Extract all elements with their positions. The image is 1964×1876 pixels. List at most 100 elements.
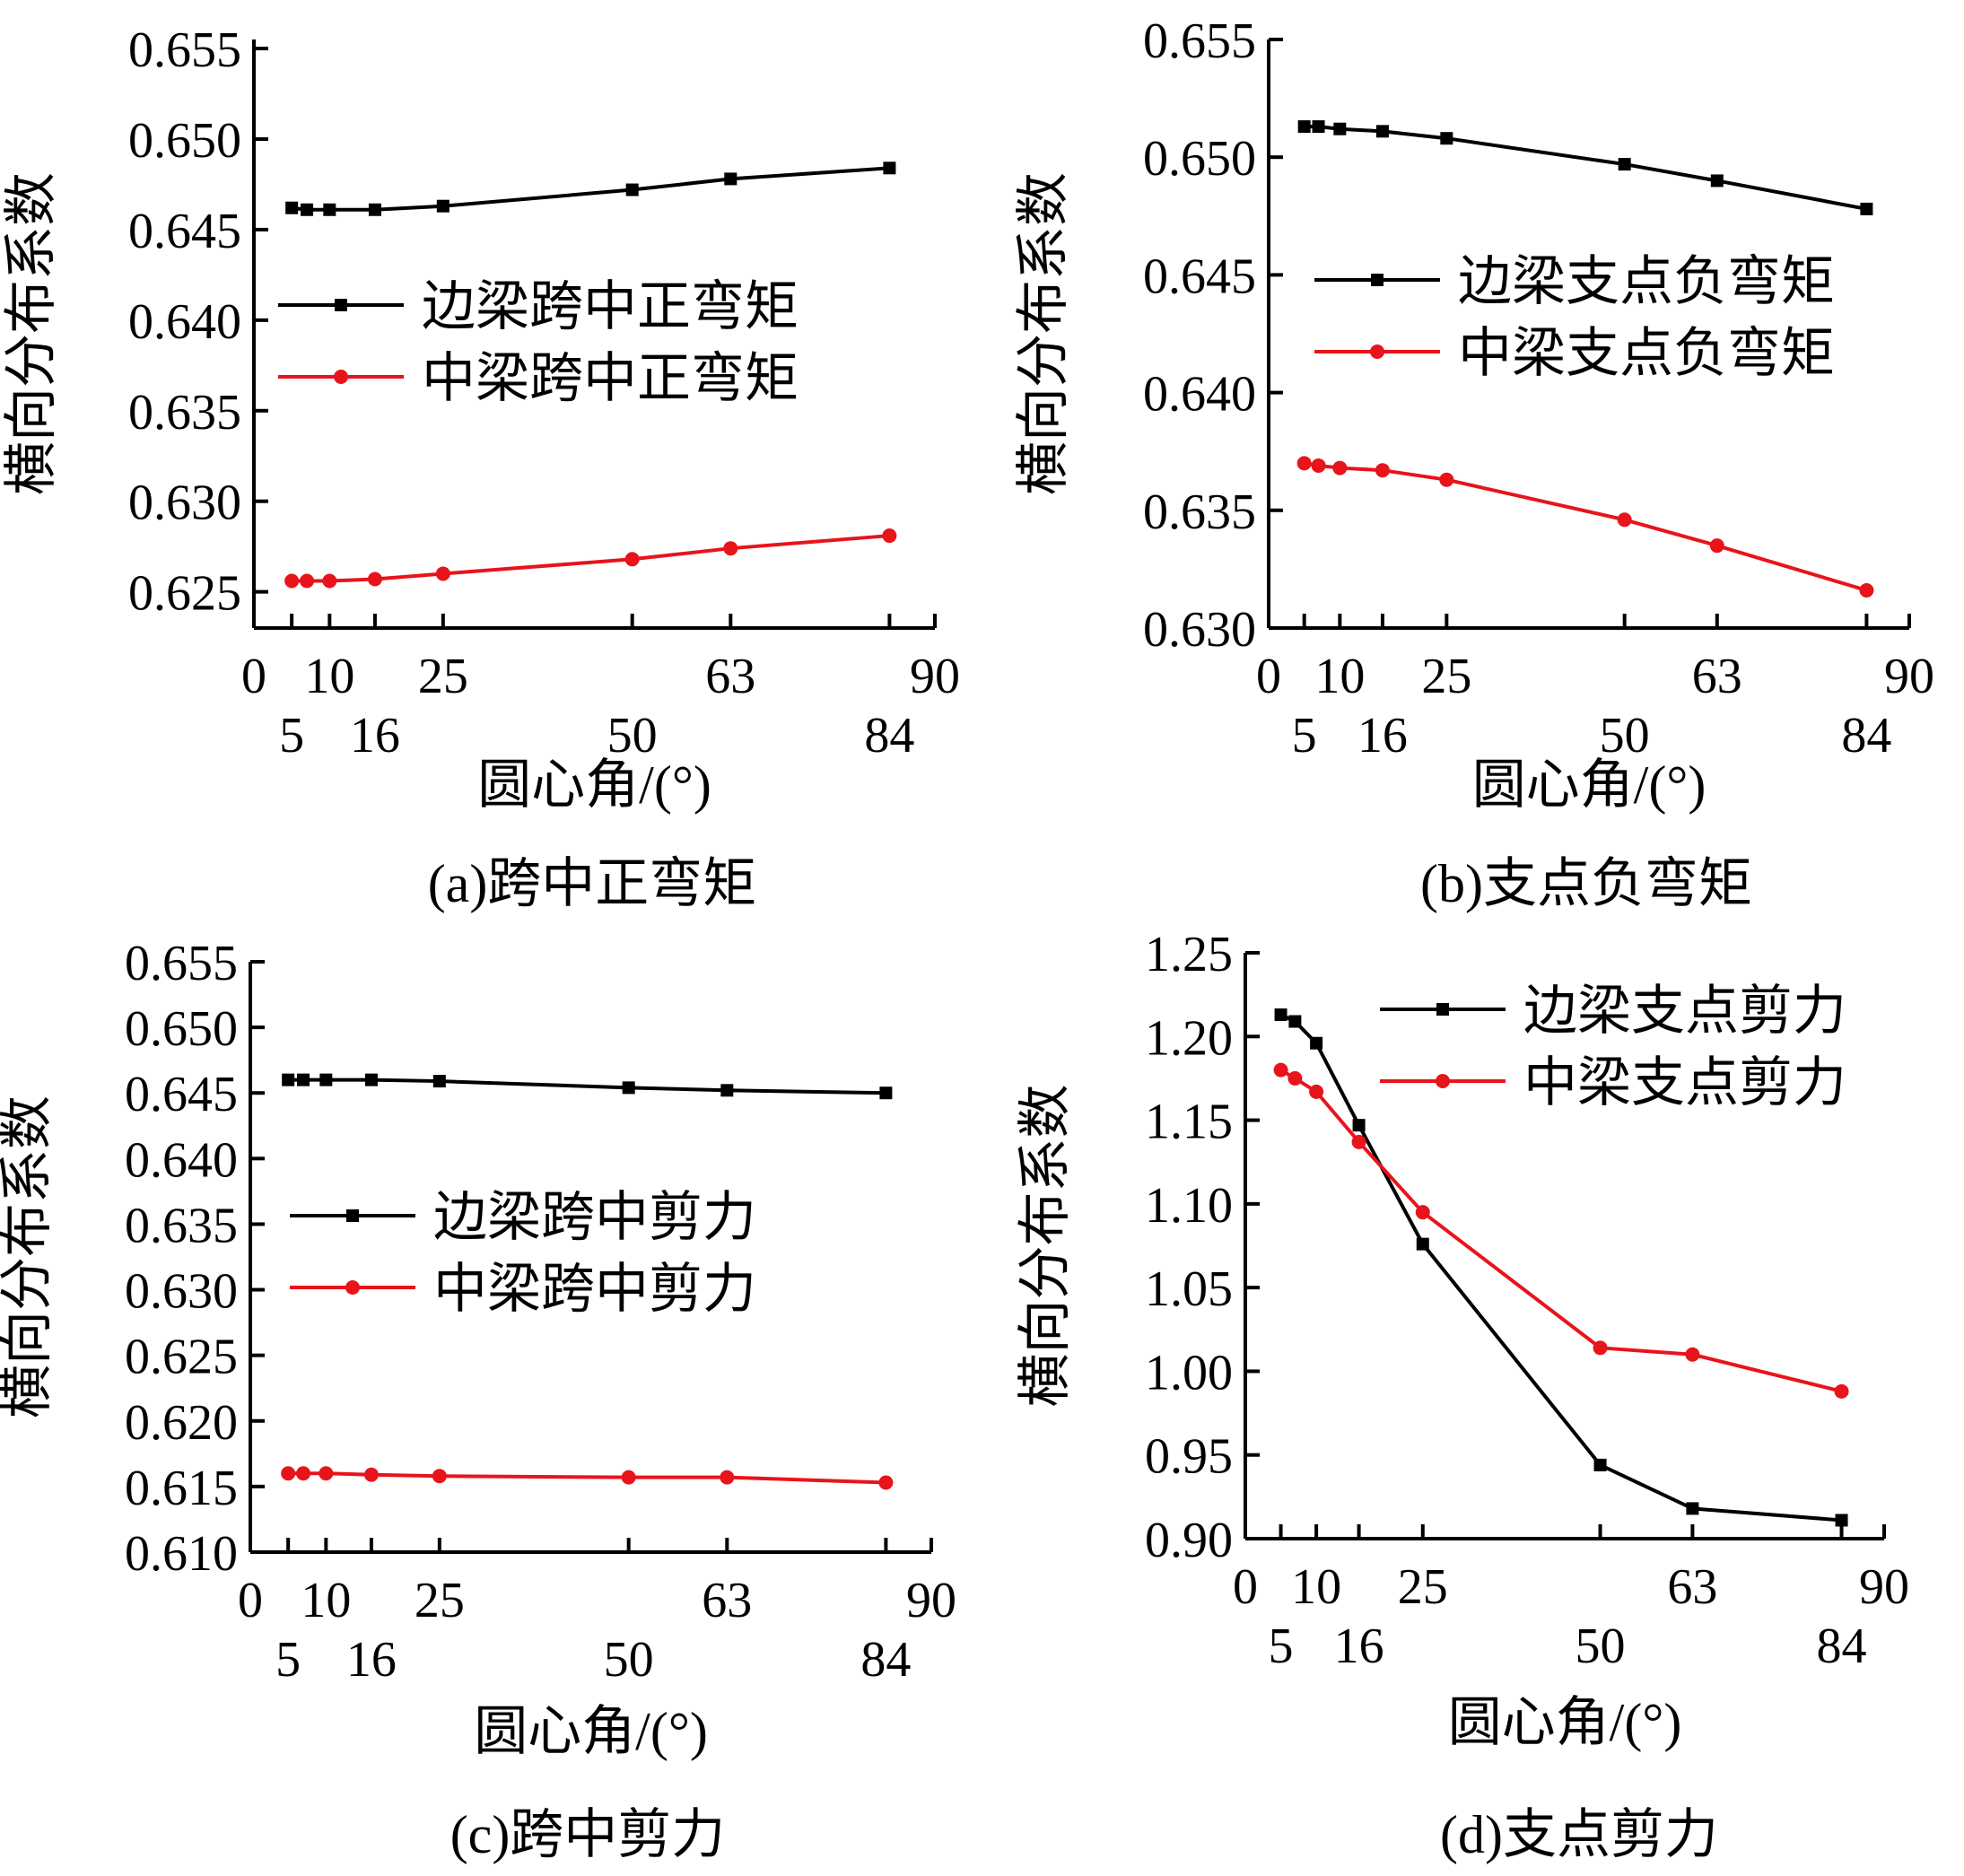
legend-marker-1 <box>334 370 348 384</box>
y-tick-label: 0.635 <box>125 1198 238 1253</box>
x-tick-label: 10 <box>1314 649 1365 704</box>
data-point-circle <box>435 566 450 581</box>
y-tick-label: 0.640 <box>125 1132 238 1188</box>
data-point-square <box>1288 1015 1302 1028</box>
panel-b: 0.630 0.635 0.640 0.645 0.650 0.655 0 10 25 63 90 5… <box>1014 13 1934 913</box>
y-tick-label: 0.650 <box>125 1001 238 1057</box>
data-point-circle <box>1375 463 1390 478</box>
x-tick-label: 0 <box>1256 649 1281 704</box>
data-point-square <box>1312 120 1325 134</box>
data-point-square <box>323 203 336 216</box>
data-point-circle <box>882 528 897 544</box>
data-point-square <box>1333 122 1347 135</box>
x-tick-label: 50 <box>1576 1619 1626 1674</box>
legend-label-1: 中梁跨中正弯矩 <box>422 349 799 408</box>
y-tick-label: 0.620 <box>125 1395 238 1451</box>
y-tick-label: 0.630 <box>125 1264 238 1320</box>
data-point-circle <box>296 1466 311 1481</box>
x-tick-label: 63 <box>1692 649 1742 704</box>
legend-label-0: 边梁跨中正弯矩 <box>422 277 799 336</box>
x-axis-label: 圆心角/(°) <box>1472 755 1706 815</box>
y-tick-label: 0.635 <box>1143 484 1256 540</box>
data-point-circle <box>300 573 315 589</box>
x-tick-label: 63 <box>705 649 755 704</box>
x-axis-label: 圆心角/(°) <box>474 1702 708 1761</box>
x-axis-label: 圆心角/(°) <box>1448 1693 1682 1752</box>
panel-caption: (d)支点剪力 <box>1440 1805 1718 1864</box>
data-point-square <box>1440 132 1453 145</box>
data-point-square <box>622 1081 635 1095</box>
legend-label-0: 边梁跨中剪力 <box>433 1188 756 1247</box>
series-line-0 <box>288 1078 886 1095</box>
y-tick-label: 0.95 <box>1145 1429 1233 1485</box>
data-point-square <box>1835 1514 1848 1527</box>
data-point-square <box>1593 1458 1607 1471</box>
y-tick-label: 0.645 <box>128 204 241 259</box>
x-tick-label: 10 <box>1291 1559 1341 1615</box>
legend-label-1: 中梁跨中剪力 <box>433 1260 756 1319</box>
panel-a: 0.625 0.630 0.635 0.640 0.645 0.650 0.655 0 10 25… <box>2 22 960 913</box>
data-point-circle <box>1439 472 1454 487</box>
y-tick-label: 0.615 <box>125 1461 238 1516</box>
x-tick-label: 10 <box>301 1573 351 1628</box>
data-point-square <box>720 1084 734 1097</box>
x-tick-label: 0 <box>241 649 266 704</box>
data-point-circle <box>1685 1347 1700 1362</box>
y-axis-label: 横向分布系数 <box>1014 172 1073 495</box>
y-tick-label: 1.25 <box>1145 927 1233 982</box>
legend-marker-1 <box>345 1280 360 1295</box>
panel-d: 0.90 0.95 1.00 1.05 1.10 1.15 1.20 1.25 0 10 25 63 9… <box>1016 927 1909 1864</box>
data-point-square <box>1686 1502 1699 1515</box>
y-tick-label: 0.640 <box>1143 367 1256 423</box>
data-point-square <box>879 1086 893 1100</box>
data-point-circle <box>432 1469 447 1484</box>
data-point-circle <box>367 572 382 587</box>
legend-marker-0 <box>1371 274 1384 286</box>
data-point-circle <box>1311 458 1326 473</box>
data-point-circle <box>723 541 738 556</box>
data-point-circle <box>1296 456 1312 471</box>
data-point-circle <box>1415 1205 1430 1220</box>
legend-marker-1 <box>1436 1074 1450 1088</box>
x-tick-label: 25 <box>418 649 468 704</box>
data-point-square <box>1416 1237 1429 1251</box>
data-point-square <box>285 201 299 214</box>
data-point-square <box>625 183 639 196</box>
data-point-circle <box>1709 538 1724 554</box>
data-point-circle <box>720 1470 735 1485</box>
x-tick-label: 0 <box>1233 1559 1258 1615</box>
data-point-circle <box>624 552 640 567</box>
data-point-square <box>297 1073 310 1086</box>
data-point-square <box>282 1073 295 1086</box>
data-point-square <box>724 172 738 186</box>
data-point-circle <box>1288 1070 1303 1086</box>
data-point-circle <box>319 1466 334 1481</box>
data-point-square <box>368 203 381 216</box>
x-tick-label: 63 <box>702 1573 752 1628</box>
data-point-square <box>432 1075 446 1088</box>
series-line-1 <box>1279 1068 1843 1393</box>
panel-c: 0.610 0.615 0.620 0.625 0.630 0.635 0.640 0.645… <box>0 936 956 1864</box>
x-tick-label: 5 <box>275 1632 301 1688</box>
legend-marker-1 <box>1370 345 1384 359</box>
data-point-circle <box>1309 1084 1324 1099</box>
legend-label-0: 边梁支点剪力 <box>1523 982 1846 1041</box>
legend-marker-0 <box>1436 1003 1449 1016</box>
x-tick-label: 50 <box>604 1632 654 1688</box>
panel-caption: (b)支点负弯矩 <box>1420 854 1752 913</box>
x-axis-label: 圆心角/(°) <box>477 755 711 815</box>
data-point-square <box>1352 1119 1366 1132</box>
series-line-1 <box>292 534 890 583</box>
y-tick-label: 0.90 <box>1145 1513 1233 1568</box>
x-tick-label: 10 <box>304 649 354 704</box>
panel-caption: (c)跨中剪力 <box>450 1805 726 1864</box>
y-axis-label: 横向分布系数 <box>2 172 61 495</box>
x-tick-label: 84 <box>864 708 914 763</box>
x-tick-label: 25 <box>415 1573 465 1628</box>
x-tick-label: 84 <box>860 1632 911 1688</box>
y-tick-label: 0.625 <box>128 566 241 622</box>
x-tick-label: 16 <box>1357 708 1408 763</box>
x-tick-label: 16 <box>350 708 400 763</box>
y-axis-label: 横向分布系数 <box>0 1095 57 1418</box>
legend-label-0: 边梁支点负弯矩 <box>1458 252 1835 311</box>
